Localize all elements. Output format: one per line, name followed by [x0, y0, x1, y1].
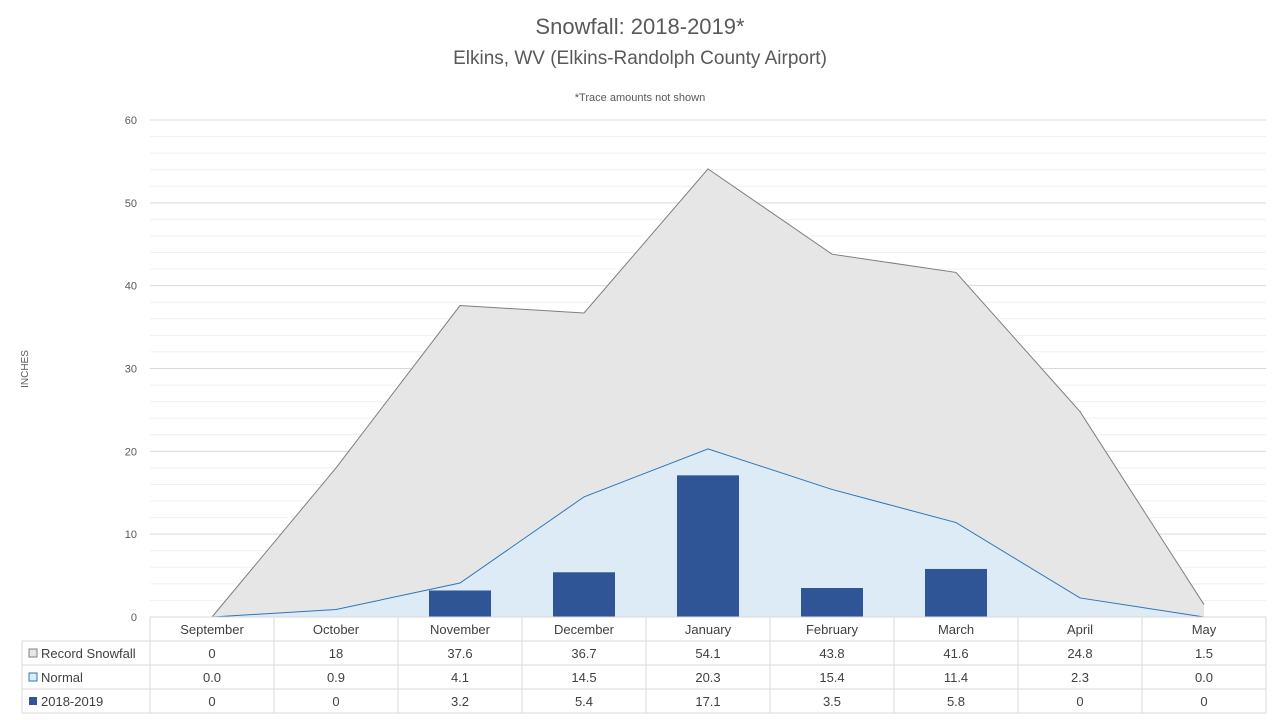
data-label: 3.2	[451, 694, 469, 709]
data-label: 11.4	[944, 670, 968, 685]
x-tick-label: May	[1192, 622, 1217, 637]
legend-key	[28, 672, 38, 682]
bar	[677, 475, 739, 617]
y-tick-label: 0	[131, 612, 137, 624]
bar	[553, 572, 615, 617]
chart-note: *Trace amounts not shown	[575, 92, 705, 104]
data-label: 36.7	[571, 646, 596, 661]
x-tick-label: January	[685, 622, 732, 637]
bar	[801, 588, 863, 617]
data-label: 14.5	[571, 670, 596, 685]
plot-area	[211, 168, 1205, 618]
data-label: 17.1	[695, 694, 720, 709]
y-tick-label: 60	[125, 115, 137, 127]
y-tick-label: 40	[125, 281, 137, 293]
data-label: 20.3	[695, 670, 720, 685]
data-label: 0	[1200, 694, 1207, 709]
data-label: 54.1	[695, 646, 720, 661]
chart-subtitle: Elkins, WV (Elkins-Randolph County Airpo…	[453, 48, 827, 69]
y-axis-label: INCHES	[20, 350, 31, 388]
legend-label: 2018-2019	[41, 694, 103, 709]
y-tick-label: 30	[125, 364, 137, 376]
data-label: 15.4	[819, 670, 844, 685]
bar	[429, 590, 491, 617]
data-label: 4.1	[451, 670, 469, 685]
x-tick-label: September	[180, 622, 244, 637]
x-tick-label: April	[1067, 622, 1093, 637]
legend-label: Record Snowfall	[41, 646, 136, 661]
data-label: 18	[329, 646, 343, 661]
data-label: 0	[1076, 694, 1083, 709]
area-line-0	[211, 168, 1205, 618]
y-axis-ticks: 0 10 20 30 40 50 60	[125, 115, 137, 624]
bar	[925, 568, 987, 617]
x-tick-label: March	[938, 622, 974, 637]
x-tick-label: December	[554, 622, 615, 637]
data-label: 2.3	[1071, 670, 1089, 685]
x-tick-label: November	[430, 622, 491, 637]
x-tick-label: October	[313, 622, 360, 637]
data-label: 0.0	[203, 670, 221, 685]
data-label: 5.4	[575, 694, 593, 709]
data-label: 43.8	[819, 646, 844, 661]
data-label: 0	[332, 694, 339, 709]
x-tick-label: February	[806, 622, 859, 637]
chart-title: Snowfall: 2018-2019*	[535, 14, 745, 39]
data-label: 0	[208, 694, 215, 709]
data-label: 0	[208, 646, 215, 661]
y-tick-label: 50	[125, 198, 137, 210]
data-label: 0.9	[327, 670, 345, 685]
data-label: 1.5	[1195, 646, 1213, 661]
data-label: 24.8	[1067, 646, 1092, 661]
data-label: 3.5	[823, 694, 841, 709]
data-label: 37.6	[447, 646, 472, 661]
legend-key	[29, 697, 37, 705]
data-label: 5.8	[947, 694, 965, 709]
area-line-1	[211, 448, 1205, 618]
area-fill-0	[212, 168, 1204, 617]
y-tick-label: 20	[125, 446, 137, 458]
legend-key	[28, 648, 38, 658]
legend-label: Normal	[41, 670, 83, 685]
data-label: 41.6	[943, 646, 968, 661]
data-table: September October November December January F…	[21, 616, 1267, 714]
data-label: 0.0	[1195, 670, 1213, 685]
y-tick-label: 10	[125, 529, 137, 541]
